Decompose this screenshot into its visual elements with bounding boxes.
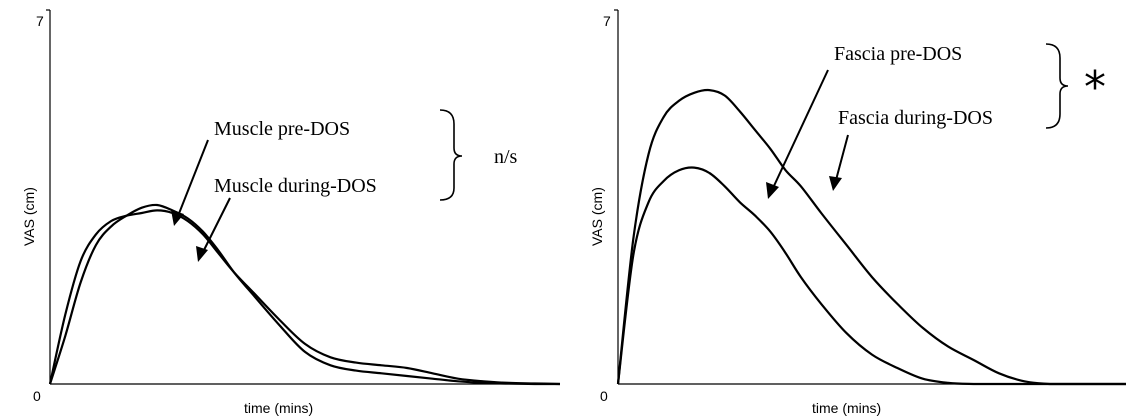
left-y-axis-label: VAS (cm) (21, 187, 37, 246)
left-series-line-1 (48, 209, 561, 386)
left-ytick-label-top: 7 (36, 13, 44, 29)
right-significance: * (1084, 62, 1106, 113)
right-ytick-label-bottom: 0 (600, 388, 608, 404)
right-brace (1045, 43, 1069, 129)
right-arrow-pre (772, 69, 829, 189)
right-series-line-1 (616, 166, 1126, 386)
left-arrow-during (202, 197, 231, 253)
left-significance: n/s (494, 146, 518, 168)
right-arrowhead-during (829, 176, 842, 191)
left-annotation-pre: Muscle pre-DOS (214, 118, 350, 140)
left-arrowhead-pre (171, 210, 184, 226)
right-series-line-2 (616, 88, 1126, 386)
right-y-axis-label: VAS (cm) (589, 187, 605, 246)
right-arrowhead-pre (766, 182, 779, 199)
right-x-axis-label: time (mins) (812, 400, 881, 416)
left-ytick-label-bottom: 0 (33, 388, 41, 404)
right-annotation-pre: Fascia pre-DOS (834, 43, 962, 65)
left-arrowhead-during (196, 246, 208, 262)
left-panel: 7 0 time (mins) VAS (cm) Muscle pre-DOS … (21, 9, 561, 416)
right-arrow-during (835, 134, 849, 181)
left-x-axis-label: time (mins) (244, 400, 313, 416)
left-brace (439, 109, 463, 201)
left-series-line-2 (48, 203, 560, 386)
left-arrow-pre (177, 139, 209, 217)
right-panel: 7 0 time (mins) VAS (cm) Fascia pre-DOS … (589, 9, 1126, 416)
right-ytick-label-top: 7 (603, 13, 611, 29)
right-annotation-during: Fascia during-DOS (838, 107, 993, 129)
left-annotation-during: Muscle during-DOS (214, 175, 377, 197)
